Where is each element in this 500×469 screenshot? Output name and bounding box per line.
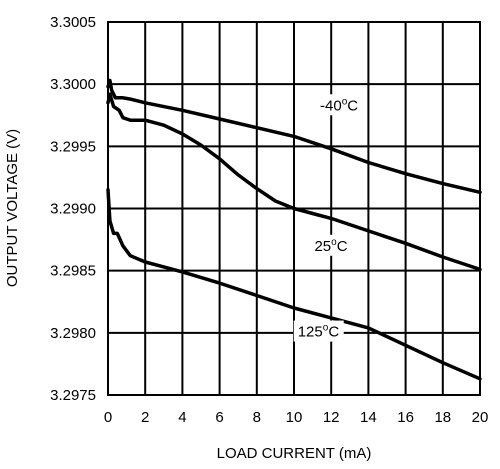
y-tick-label: 3.2995: [50, 138, 96, 155]
y-tick-labels: 3.2975 3.2980 3.2985 3.2990 3.2995 3.3000 3.30…: [50, 14, 96, 404]
x-tick-label: 10: [286, 409, 303, 426]
series-line: [106, 78, 482, 195]
y-tick-label: 3.2985: [50, 263, 96, 280]
x-tick-label: 12: [323, 409, 340, 426]
y-tick-label: 3.3005: [50, 14, 96, 31]
x-tick-label: 0: [104, 409, 112, 426]
curve-label-unit: C: [328, 324, 339, 341]
x-tick-label: 20: [472, 409, 489, 426]
curve-label-unit: C: [347, 97, 358, 114]
curve-label-text: 25oC: [314, 237, 347, 255]
x-tick-label: 18: [434, 409, 451, 426]
x-tick-labels: 0 2 4 6 8 10 12 14 16 18 20: [104, 409, 489, 426]
y-tick-label: 3.2980: [50, 325, 96, 342]
curve-label-background: [310, 234, 352, 256]
y-axis-title: OUTPUT VOLTAGE (V): [4, 129, 21, 287]
series-line: [106, 92, 482, 272]
y-tick-label: 3.2975: [50, 387, 96, 404]
x-axis-title: LOAD CURRENT (mA): [217, 445, 372, 462]
x-tick-label: 2: [141, 409, 149, 426]
degree-mark: o: [331, 237, 337, 248]
curve-label-text: 125oC: [298, 323, 340, 341]
degree-mark: o: [342, 96, 348, 107]
curve-label: -40oC: [316, 94, 367, 116]
series-group: [106, 78, 482, 381]
curve-label-background: [316, 94, 367, 116]
y-tick-label: 3.2990: [50, 201, 96, 218]
x-tick-label: 6: [215, 409, 223, 426]
x-tick-label: 16: [397, 409, 414, 426]
curve-label: 125oC: [293, 320, 344, 342]
curve-label-value: 125: [298, 324, 323, 341]
curve-label-value: 25: [314, 238, 331, 255]
series-line: [106, 188, 482, 381]
curve-label-value: -40: [320, 97, 342, 114]
x-tick-label: 8: [253, 409, 261, 426]
curve-label-text: -40oC: [320, 96, 358, 114]
x-tick-label: 4: [178, 409, 186, 426]
y-tick-label: 3.3000: [50, 76, 96, 93]
curve-label-background: [293, 320, 344, 342]
x-tick-label: 14: [360, 409, 377, 426]
degree-mark: o: [323, 323, 329, 334]
curve-label-unit: C: [337, 238, 348, 255]
curve-label: 25oC: [310, 234, 352, 256]
